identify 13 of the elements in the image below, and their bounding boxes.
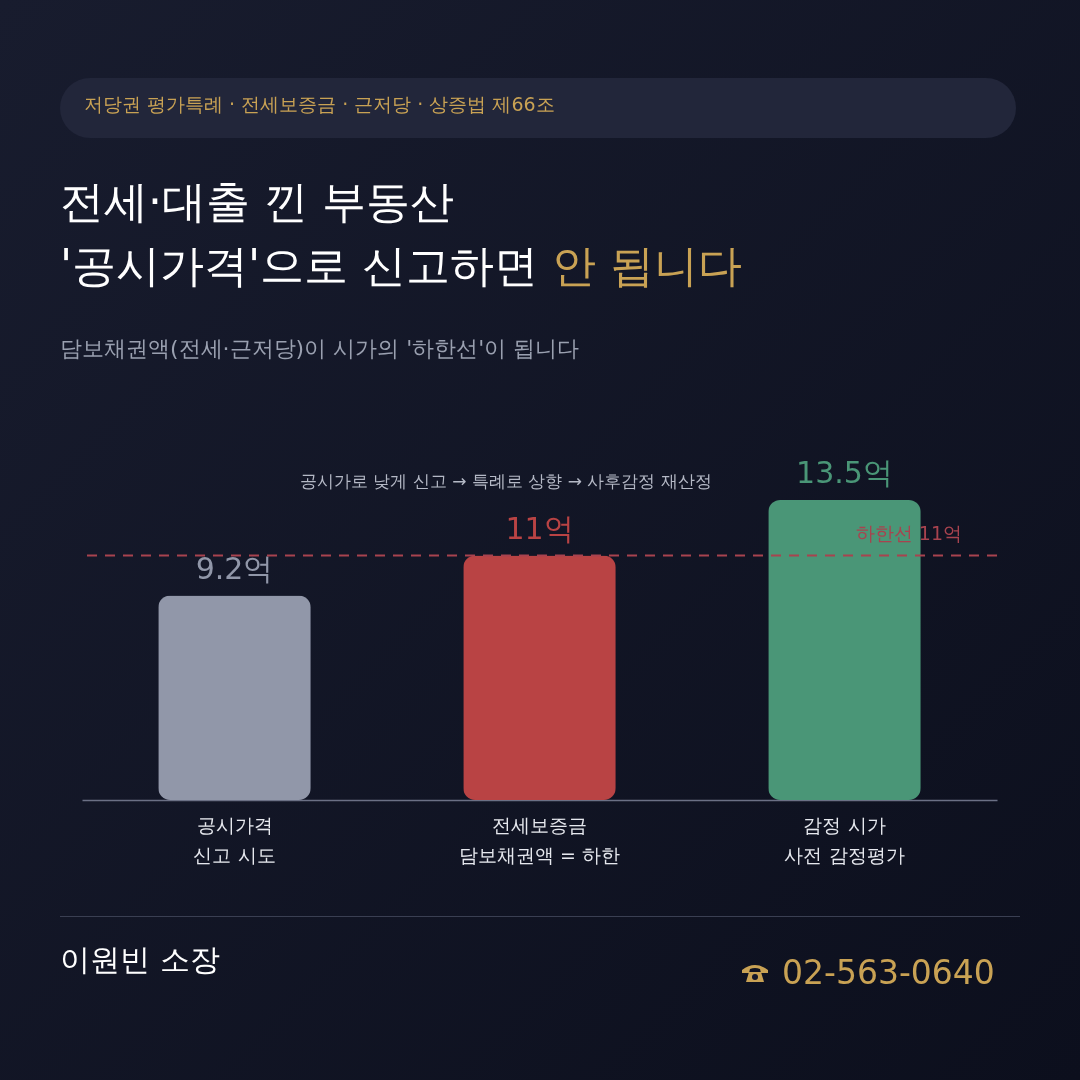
data-label: 9.2억 xyxy=(195,550,274,586)
x-tick-label: 감정 시가 사전 감정평가 xyxy=(784,813,905,866)
data-label: 11억 xyxy=(505,510,574,546)
text: 이원빈 소장 xyxy=(60,941,220,979)
text: 저당권 평가특례 · 전세보증금 · 근저당 · 상증법 제66조 xyxy=(84,92,555,117)
data-label: 13.5억 xyxy=(796,455,893,490)
ref-line-label: 하한선 11억 xyxy=(855,521,962,544)
text: 02-563-0640 xyxy=(782,953,995,992)
text: 공시가로 낮게 신고 → 특례로 상향 → 사후감정 재산정 xyxy=(300,470,712,493)
chart-title: 전세·대출 낀 부동산 '공시가격'으로 신고하면 안 됩니다 xyxy=(60,175,743,293)
x-tick-label: 공시가격 신고 시도 xyxy=(193,813,276,866)
chart-subtitle: 담보채권액(전세·근저당)이 시가의 '하한선'이 됩니다 xyxy=(60,335,580,363)
x-tick-label: 전세보증금 담보채권액 = 하한 xyxy=(459,813,620,866)
